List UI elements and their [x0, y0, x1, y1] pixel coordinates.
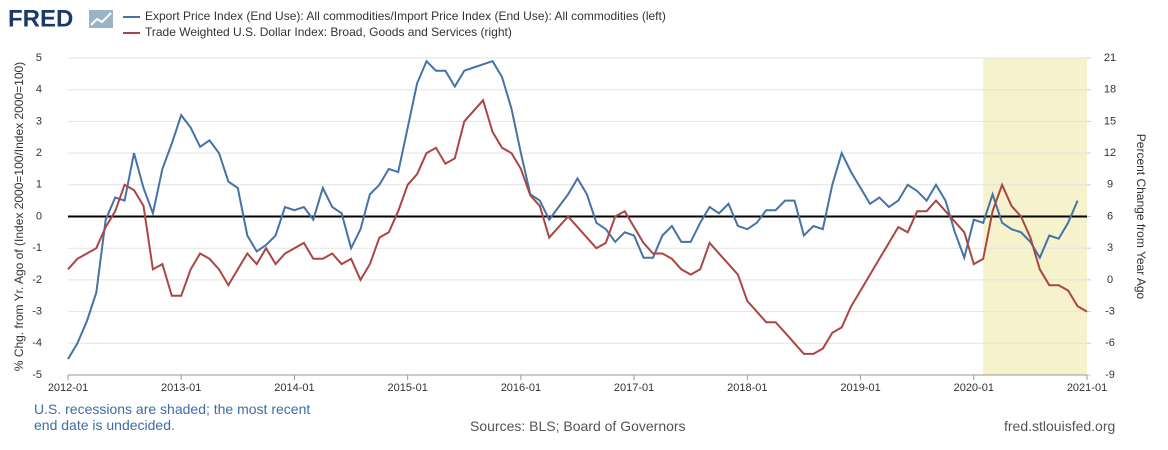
series-line — [67, 59, 1079, 360]
y-tick-label: -3 — [32, 306, 42, 318]
y-tick-label: -5 — [32, 369, 42, 381]
y2-tick-label: 9 — [1107, 179, 1113, 191]
logo-icon — [89, 10, 113, 28]
x-tick-label: 2019-01 — [840, 382, 880, 394]
y-tick-label: -1 — [32, 242, 42, 254]
y2-tick-label: 21 — [1104, 52, 1116, 64]
y-tick-label: 3 — [36, 115, 42, 127]
x-tick-label: 2017-01 — [614, 382, 654, 394]
y2-tick-label: -9 — [1105, 369, 1115, 381]
x-tick-label: 2013-01 — [161, 382, 201, 394]
y2-tick-label: 12 — [1104, 147, 1116, 159]
y2-tick-label: -6 — [1105, 337, 1115, 349]
legend-label: Trade Weighted U.S. Dollar Index: Broad,… — [145, 25, 512, 39]
y-tick-label: 1 — [36, 179, 42, 191]
y2-tick-label: 6 — [1107, 210, 1113, 222]
y-tick-label: -2 — [32, 274, 42, 286]
y-tick-label: 4 — [36, 84, 42, 96]
y-tick-label: 2 — [36, 147, 42, 159]
x-tick-label: 2015-01 — [387, 382, 427, 394]
y2-tick-label: 18 — [1104, 84, 1116, 96]
logo: FRED — [8, 5, 73, 32]
y-tick-label: 5 — [36, 52, 42, 64]
y-axis-title: % Chg. from Yr. Ago of (Index 2000=100/I… — [12, 62, 26, 371]
note: U.S. recessions are shaded; the most rec… — [34, 401, 311, 433]
y2-tick-label: 15 — [1104, 115, 1116, 127]
x-tick-label: 2020-01 — [954, 382, 994, 394]
site: fred.stlouisfed.org — [1004, 418, 1116, 434]
y2-tick-label: 0 — [1107, 274, 1113, 286]
y2-tick-label: -3 — [1105, 306, 1115, 318]
x-tick-label: 2021-01 — [1067, 382, 1107, 394]
x-tick-label: 2018-01 — [727, 382, 767, 394]
x-tick-label: 2016-01 — [501, 382, 541, 394]
y-tick-label: 0 — [36, 210, 42, 222]
x-tick-label: 2012-01 — [48, 382, 88, 394]
x-tick-label: 2014-01 — [274, 382, 314, 394]
source: Sources: BLS; Board of Governors — [470, 418, 686, 434]
y-tick-label: -4 — [32, 337, 42, 349]
y2-axis-title: Percent Change from Year Ago — [1134, 134, 1148, 300]
legend-label: Export Price Index (End Use): All commod… — [145, 9, 666, 23]
y2-tick-label: 3 — [1107, 242, 1113, 254]
series-line — [67, 98, 1088, 355]
